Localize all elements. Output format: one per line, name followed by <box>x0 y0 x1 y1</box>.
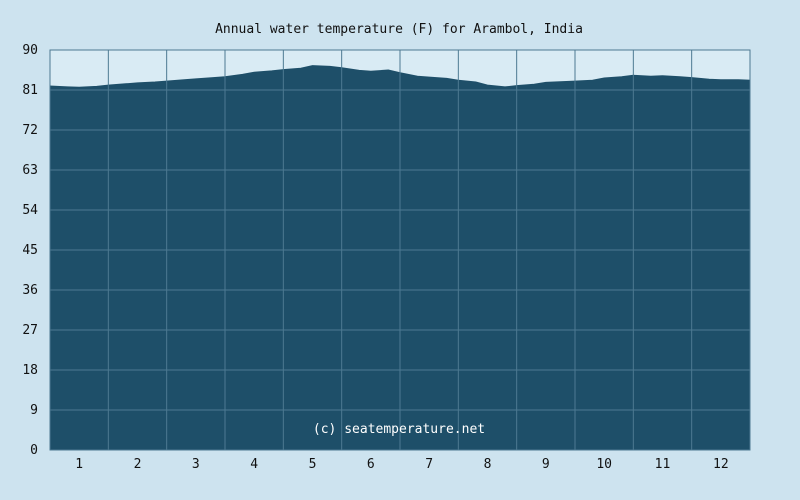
y-tick-label: 45 <box>22 243 38 258</box>
x-tick-label: 1 <box>75 457 83 472</box>
y-tick-label: 63 <box>22 163 38 178</box>
x-tick-label: 9 <box>542 457 550 472</box>
y-tick-label: 90 <box>22 43 38 58</box>
plot-border <box>49 49 751 451</box>
y-tick-label: 81 <box>22 83 38 98</box>
y-tick-label: 18 <box>22 363 38 378</box>
y-tick-label: 54 <box>22 203 38 218</box>
x-tick-label: 10 <box>596 457 612 472</box>
x-tick-label: 7 <box>425 457 433 472</box>
y-tick-label: 72 <box>22 123 38 138</box>
x-tick-label: 4 <box>250 457 258 472</box>
y-tick-label: 27 <box>22 323 38 338</box>
y-tick-label: 36 <box>22 283 38 298</box>
watermark-text: (c) seatemperature.net <box>313 422 485 437</box>
x-tick-label: 5 <box>309 457 317 472</box>
x-tick-label: 8 <box>484 457 492 472</box>
x-tick-label: 11 <box>655 457 671 472</box>
plot-area <box>49 49 751 451</box>
y-tick-label: 0 <box>30 443 38 458</box>
x-tick-label: 2 <box>134 457 142 472</box>
y-tick-label: 9 <box>30 403 38 418</box>
chart-title: Annual water temperature (F) for Arambol… <box>215 22 583 37</box>
x-tick-label: 3 <box>192 457 200 472</box>
x-tick-label: 12 <box>713 457 729 472</box>
x-tick-label: 6 <box>367 457 375 472</box>
